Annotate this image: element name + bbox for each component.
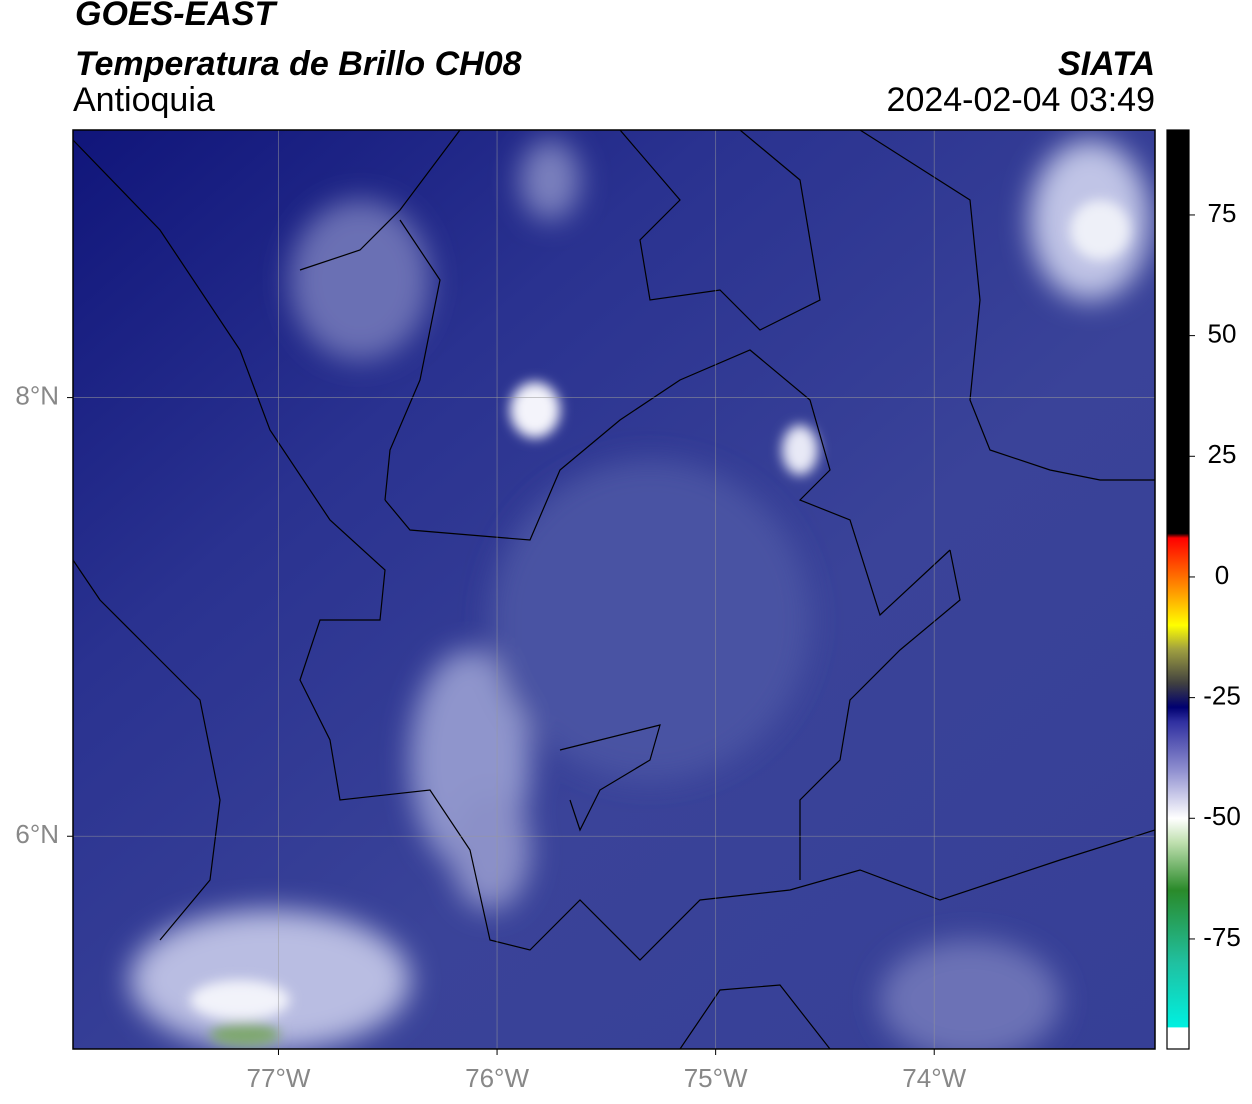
- x-tick-label: 76°W: [465, 1063, 529, 1093]
- colorbar-tick-label: 50: [1208, 318, 1237, 348]
- colorbar-tick-label: 0: [1215, 560, 1229, 590]
- x-tick-label: 77°W: [247, 1063, 311, 1093]
- y-tick-label: 6°N: [15, 819, 59, 849]
- satellite-image: [73, 130, 1155, 1049]
- colorbar: [1166, 129, 1190, 1050]
- product-title: Temperatura de Brillo CH08: [75, 45, 522, 83]
- x-tick-label: 75°W: [684, 1063, 748, 1093]
- y-tick-label: 8°N: [15, 380, 59, 410]
- colorbar-tick-label: 25: [1208, 439, 1237, 469]
- colorbar-tick-label: -25: [1203, 680, 1241, 710]
- satellite-title: GOES-EAST: [75, 0, 278, 33]
- source-label: SIATA: [1058, 45, 1155, 83]
- colorbar-tick-label: -50: [1203, 801, 1241, 831]
- map-frame: [72, 129, 1156, 1050]
- grid: [73, 130, 1155, 1049]
- colorbar-tick-label: -75: [1203, 922, 1241, 952]
- region-label: Antioquia: [73, 81, 215, 119]
- datetime-label: 2024-02-04 03:49: [887, 81, 1155, 119]
- x-tick-label: 74°W: [902, 1063, 966, 1093]
- colorbar-tick-label: 75: [1208, 198, 1237, 228]
